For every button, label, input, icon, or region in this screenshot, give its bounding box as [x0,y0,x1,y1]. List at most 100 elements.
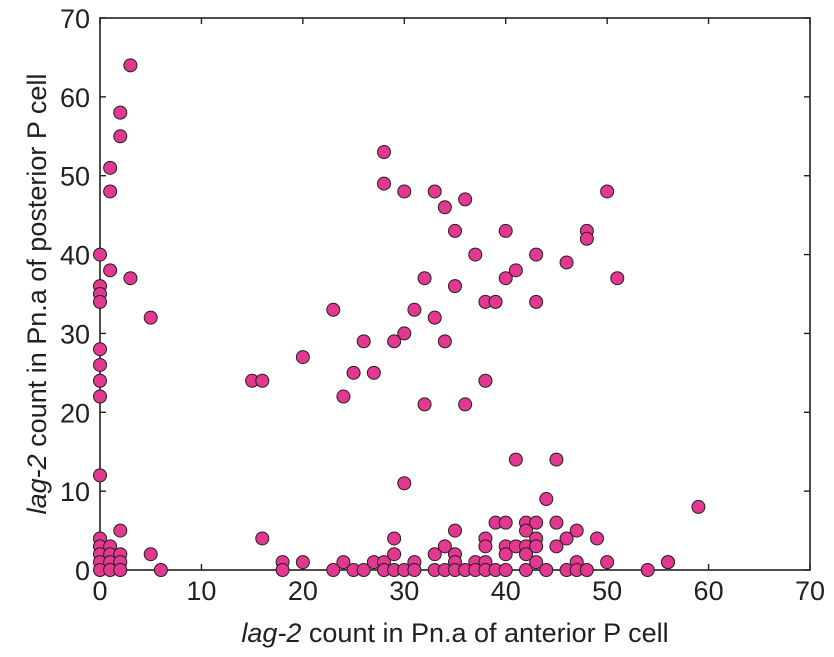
plot-frame [99,17,811,571]
data-point [93,468,107,483]
y-tick-label: 70 [60,4,90,34]
data-point [498,563,513,577]
data-point [539,563,554,577]
data-point [295,350,310,365]
data-point [478,373,493,388]
data-point [610,271,625,286]
data-point [417,271,432,286]
data-point [336,555,351,570]
data-point [569,523,584,538]
y-tick-label: 10 [60,477,90,507]
data-point [397,326,412,341]
data-point [377,176,391,191]
data-point [559,531,574,546]
data-point [397,184,412,199]
data-point [377,145,391,160]
y-tick-label: 40 [60,241,90,271]
data-point [387,547,402,562]
x-tick-label: 10 [186,576,216,606]
data-point [448,223,462,238]
data-point [579,231,594,246]
y-tick-label: 60 [60,83,90,113]
data-point [427,547,442,562]
x-tick-label: 50 [592,576,622,606]
data-point [387,531,402,546]
data-point [427,184,442,199]
data-point [691,499,706,514]
x-axis-title: lag-2 count in Pn.a of anterior P cell [241,618,668,648]
data-point [448,523,462,538]
data-point [498,547,513,562]
data-point [519,563,533,577]
data-point [123,271,138,286]
data-point [579,563,594,577]
data-point [356,334,371,349]
data-point [448,279,462,294]
data-point [468,247,483,262]
data-point [640,563,655,577]
x-tick-label: 60 [694,576,724,606]
data-point [113,523,128,538]
data-point [417,397,432,412]
data-point [437,200,452,215]
data-point [427,310,442,325]
data-point [346,365,361,380]
data-point [498,271,513,286]
y-tick-label: 0 [75,556,90,586]
data-points [93,58,706,577]
data-point [123,58,138,73]
y-axis-title: lag-2 count in Pn.a of posterior P cell [22,74,52,515]
data-point [356,563,371,577]
data-point [93,294,107,309]
data-point [113,105,128,120]
data-point [326,302,341,317]
data-point [549,539,564,554]
data-point [478,539,493,554]
data-point [437,334,452,349]
x-axis-ticks: 0 10 20 30 40 50 60 70 [92,18,825,606]
data-point [437,539,452,554]
data-point [93,342,107,357]
data-point [549,452,564,467]
data-point [93,247,107,262]
data-point [458,192,473,207]
data-point [326,563,341,577]
data-point [93,389,107,404]
data-point [498,515,513,530]
data-point [529,555,544,570]
data-point [590,531,604,546]
data-point [336,389,351,404]
x-tick-label: 70 [795,576,825,606]
y-tick-label: 30 [60,319,90,349]
data-point [93,357,107,372]
data-point [387,334,402,349]
y-tick-label: 20 [60,398,90,428]
data-point [366,365,381,380]
data-point [498,223,513,238]
data-point [519,547,533,562]
x-tick-label: 0 [92,576,107,606]
data-point [529,515,544,530]
data-point [103,160,118,175]
data-point [143,310,158,325]
data-point [153,563,168,577]
data-point [539,492,554,507]
data-point [519,523,533,538]
data-point [143,547,158,562]
data-point [529,247,544,262]
data-point [255,531,270,546]
x-tick-label: 30 [389,576,419,606]
data-point [407,563,422,577]
data-point [458,397,473,412]
data-point [559,255,574,270]
data-point [113,563,128,577]
data-point [103,263,118,278]
data-point [488,294,503,309]
data-point [113,129,128,144]
data-point [93,373,107,388]
data-point [529,539,544,554]
data-point [397,476,412,491]
data-point [255,373,270,388]
data-point [508,452,523,467]
